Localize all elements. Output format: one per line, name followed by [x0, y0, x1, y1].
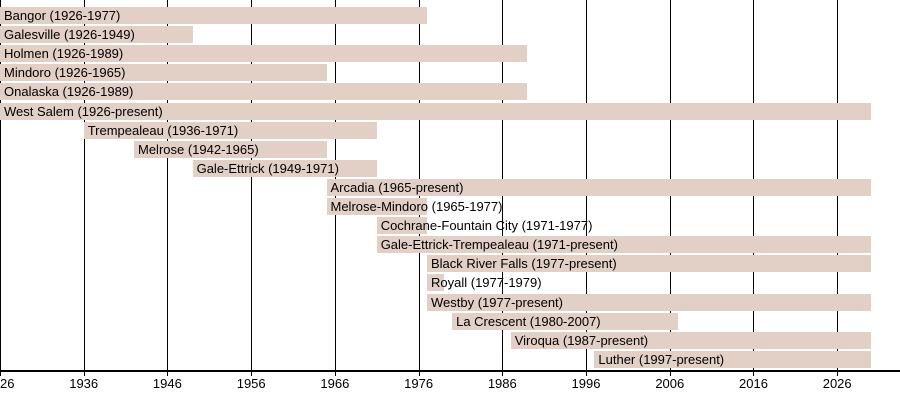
timeline-bar-bangor: [0, 7, 427, 24]
bar-label-la-crescent: La Crescent (1980-2007): [456, 313, 601, 329]
timeline-bar-cochrane-fountain-city: [376, 217, 427, 235]
x-axis-tick-label-1956: 1956: [236, 376, 266, 391]
x-axis-tick-label-1936: 1936: [69, 376, 99, 391]
x-axis-line: [0, 370, 900, 372]
x-axis-tick-2016: [753, 372, 754, 376]
x-axis-tick-label-1966: 1966: [320, 376, 350, 391]
x-axis-tick-1926: [0, 372, 1, 376]
bar-label-west-salem: West Salem (1926-present): [4, 103, 163, 119]
timeline-bar-melrose-mindoro: [326, 198, 427, 215]
timeline-bar-melrose: [134, 140, 327, 158]
x-axis-tick-1986: [502, 372, 503, 376]
timeline-bar-la-crescent: [452, 312, 679, 330]
x-axis-tick-label-1926: 1926: [0, 376, 15, 391]
timeline-bar-west-salem: [0, 102, 871, 120]
bar-label-cochrane-fountain-city: Cochrane-Fountain City (1971-1977): [380, 218, 593, 234]
x-axis-tick-label-2006: 2006: [655, 376, 685, 391]
x-axis-tick-label-1946: 1946: [152, 376, 182, 391]
x-axis-tick-label-1976: 1976: [404, 376, 434, 391]
x-axis-tick-label-2016: 2016: [739, 376, 768, 391]
bar-label-luther: Luther (1997-present): [598, 351, 725, 367]
bar-label-royall: Royall (1977-1979): [431, 275, 542, 291]
x-axis-tick-label-1996: 1996: [571, 376, 601, 391]
bar-label-holmen: Holmen (1926-1989): [4, 46, 124, 62]
x-axis-tick-1976: [419, 372, 420, 376]
timeline-bar-onalaska: [0, 83, 528, 101]
bar-label-trempealeau: Trempealeau (1936-1971): [87, 122, 239, 138]
bar-label-arcadia: Arcadia (1965-present): [330, 179, 464, 195]
timeline-bar-arcadia: [326, 178, 871, 196]
timeline-bar-westby: [427, 293, 871, 311]
x-axis-tick-1996: [586, 372, 587, 376]
x-axis-tick-1946: [167, 372, 168, 376]
bar-label-melrose: Melrose (1942-1965): [138, 141, 259, 157]
bar-label-bangor: Bangor (1926-1977): [4, 8, 121, 23]
bar-label-black-river-falls: Black River Falls (1977-present): [431, 256, 617, 272]
x-axis-tick-2006: [670, 372, 671, 376]
gridline-1956: [251, 0, 252, 370]
bar-label-gale-ettrick: Gale-Ettrick (1949-1971): [196, 160, 339, 176]
timeline-bar-mindoro: [0, 64, 327, 82]
bar-label-gale-ettrick-trempealeau: Gale-Ettrick-Trempealeau (1971-present): [380, 237, 618, 253]
bar-label-viroqua: Viroqua (1987-present): [514, 332, 649, 348]
timeline-bar-viroqua: [510, 331, 871, 349]
x-axis-tick-1936: [84, 372, 85, 376]
x-axis-tick-label-2026: 2026: [822, 376, 852, 391]
bar-label-melrose-mindoro: Melrose-Mindoro (1965-1977): [330, 199, 503, 214]
bar-label-mindoro: Mindoro (1926-1965): [4, 65, 126, 81]
x-axis-tick-1956: [251, 372, 252, 376]
x-axis-tick-2026: [837, 372, 838, 376]
timeline-bar-trempealeau: [83, 121, 377, 139]
timeline-bar-galesville: [0, 26, 193, 44]
gridline-1926: [0, 0, 1, 370]
gridline-1946: [167, 0, 168, 370]
timeline-bar-black-river-falls: [427, 255, 871, 273]
timeline-bar-luther: [594, 350, 871, 368]
x-axis-tick-label-1986: 1986: [487, 376, 517, 391]
timeline-bar-gale-ettrick: [192, 159, 377, 177]
x-axis-tick-1966: [335, 372, 336, 376]
bar-label-westby: Westby (1977-present): [431, 294, 563, 310]
bar-label-onalaska: Onalaska (1926-1989): [4, 84, 134, 100]
bar-label-galesville: Galesville (1926-1949): [4, 27, 135, 43]
timeline-bar-royall: [427, 274, 444, 292]
gridline-1936: [84, 0, 85, 370]
timeline-bar-gale-ettrick-trempealeau: [376, 236, 871, 254]
timeline-bar-holmen: [0, 45, 528, 63]
